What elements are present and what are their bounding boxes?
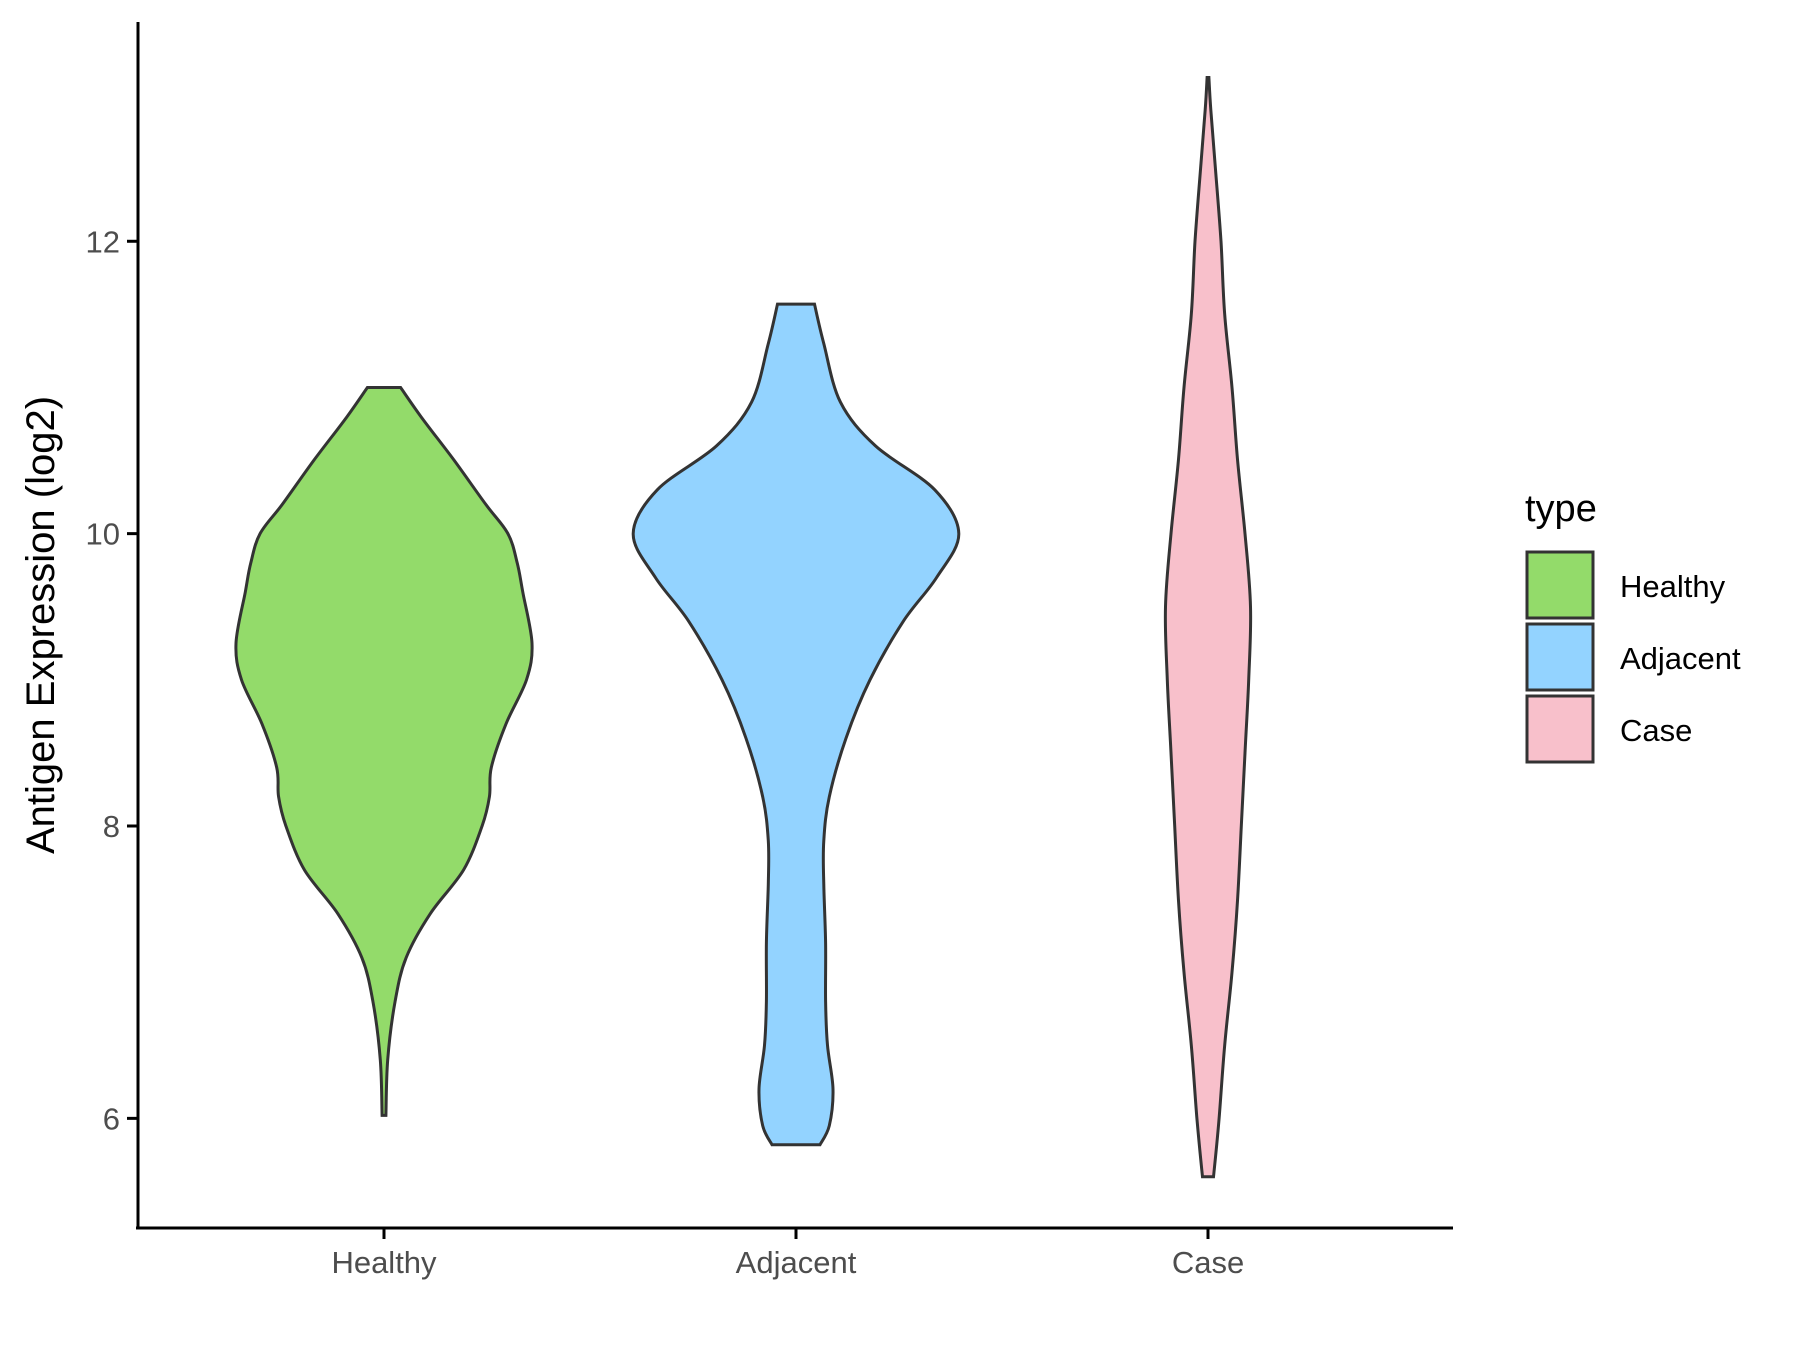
legend-label: Case xyxy=(1620,713,1692,748)
y-tick-label: 12 xyxy=(86,224,120,259)
violin-adjacent xyxy=(631,302,961,1147)
x-axis-ticks: Healthy Adjacent Case xyxy=(331,1228,1244,1280)
legend-key-adjacent xyxy=(1525,622,1595,692)
x-tick-label: Case xyxy=(1172,1245,1244,1280)
legend-key-case xyxy=(1525,694,1595,764)
y-tick-label: 8 xyxy=(103,809,120,844)
legend-entries: Healthy Adjacent Case xyxy=(1525,550,1741,764)
legend-title: type xyxy=(1525,488,1597,530)
y-tick-label: 10 xyxy=(86,517,120,552)
x-tick-label: Adjacent xyxy=(736,1245,857,1280)
y-tick-label: 6 xyxy=(103,1101,120,1136)
legend: type Healthy Adjacent Case xyxy=(1525,488,1741,764)
y-axis-title: Antigen Expression (log2) xyxy=(19,396,63,854)
violin-case xyxy=(1163,76,1253,1179)
violin-healthy xyxy=(234,386,534,1117)
legend-label: Adjacent xyxy=(1620,641,1741,676)
legend-key-healthy xyxy=(1525,550,1595,620)
violin-group xyxy=(234,76,1253,1179)
x-tick-label: Healthy xyxy=(331,1245,437,1280)
y-axis-ticks: 6 8 10 12 xyxy=(86,224,138,1136)
legend-label: Healthy xyxy=(1620,569,1726,604)
